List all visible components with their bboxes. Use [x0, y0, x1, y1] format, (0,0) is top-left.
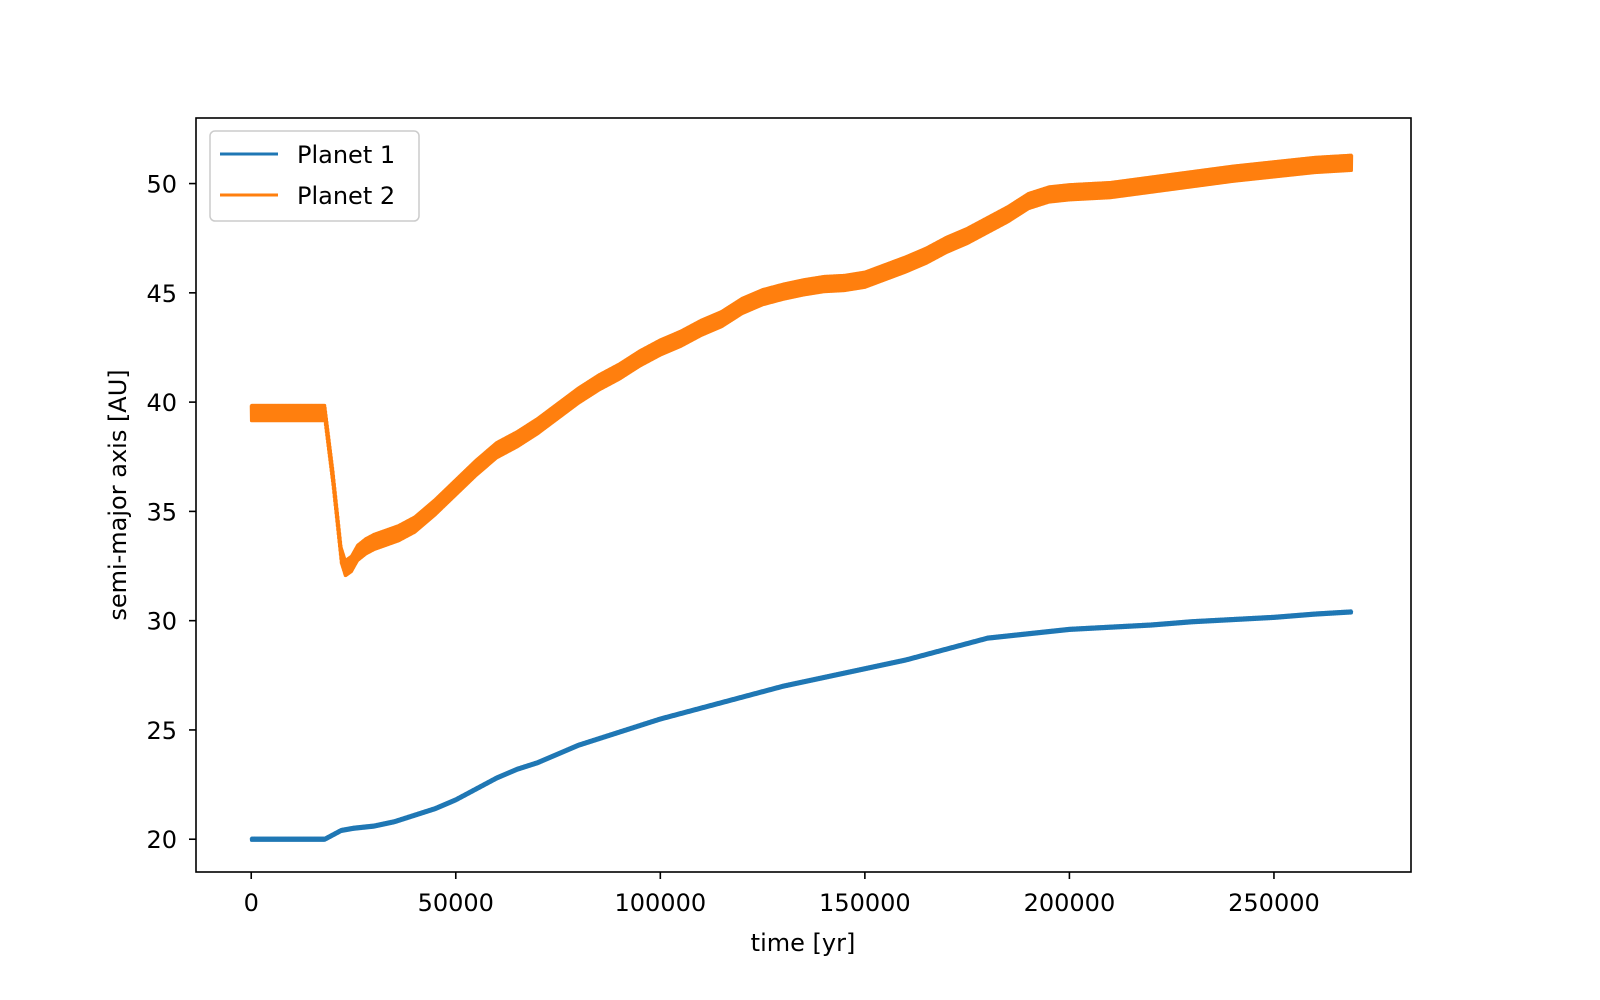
x-tick-label: 50000 [418, 889, 494, 917]
y-tick-label: 50 [146, 171, 177, 199]
y-tick-label: 25 [146, 717, 177, 745]
x-tick-label: 100000 [615, 889, 707, 917]
y-axis-label: semi-major axis [AU] [104, 369, 132, 620]
axes-frame [195, 117, 1412, 873]
legend: Planet 1 Planet 2 [209, 130, 420, 222]
legend-label-planet-2: Planet 2 [297, 182, 395, 210]
x-tick-label: 0 [244, 889, 259, 917]
series-layer [249, 153, 1354, 842]
y-axis: 20 25 30 35 40 45 50 [146, 171, 196, 854]
series-line-planet-2 [249, 153, 1354, 578]
legend-label-planet-1: Planet 1 [297, 141, 395, 169]
y-tick-label: 45 [146, 280, 177, 308]
plot-area [196, 118, 1411, 872]
series-line-planet-1 [249, 609, 1354, 842]
x-tick-label: 250000 [1228, 889, 1320, 917]
x-tick-label: 200000 [1024, 889, 1116, 917]
x-axis: 0 50000 100000 150000 200000 250000 [244, 872, 1320, 917]
x-axis-label: time [yr] [751, 929, 856, 957]
y-tick-label: 30 [146, 608, 177, 636]
y-tick-label: 20 [146, 826, 177, 854]
y-tick-label: 40 [146, 389, 177, 417]
x-tick-label: 150000 [819, 889, 911, 917]
y-tick-label: 35 [146, 498, 177, 526]
